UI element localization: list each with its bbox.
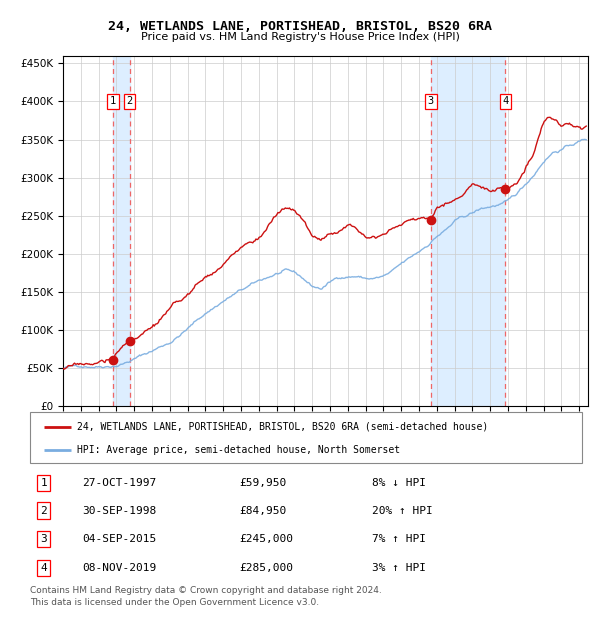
Text: £84,950: £84,950 — [240, 505, 287, 516]
Text: 3: 3 — [428, 97, 434, 107]
Text: Contains HM Land Registry data © Crown copyright and database right 2024.
This d: Contains HM Land Registry data © Crown c… — [30, 586, 382, 607]
Text: 20% ↑ HPI: 20% ↑ HPI — [372, 505, 433, 516]
Text: 4: 4 — [502, 97, 508, 107]
Text: 1: 1 — [40, 478, 47, 488]
Text: 2: 2 — [127, 97, 133, 107]
Text: 7% ↑ HPI: 7% ↑ HPI — [372, 534, 426, 544]
Text: £59,950: £59,950 — [240, 478, 287, 488]
Text: 4: 4 — [40, 563, 47, 573]
Text: 30-SEP-1998: 30-SEP-1998 — [82, 505, 157, 516]
Text: Price paid vs. HM Land Registry's House Price Index (HPI): Price paid vs. HM Land Registry's House … — [140, 32, 460, 42]
Text: 2: 2 — [40, 505, 47, 516]
Text: 04-SEP-2015: 04-SEP-2015 — [82, 534, 157, 544]
Text: 08-NOV-2019: 08-NOV-2019 — [82, 563, 157, 573]
Text: £285,000: £285,000 — [240, 563, 294, 573]
Text: 3% ↑ HPI: 3% ↑ HPI — [372, 563, 426, 573]
Text: 24, WETLANDS LANE, PORTISHEAD, BRISTOL, BS20 6RA: 24, WETLANDS LANE, PORTISHEAD, BRISTOL, … — [108, 20, 492, 33]
Text: 24, WETLANDS LANE, PORTISHEAD, BRISTOL, BS20 6RA (semi-detached house): 24, WETLANDS LANE, PORTISHEAD, BRISTOL, … — [77, 422, 488, 432]
Text: HPI: Average price, semi-detached house, North Somerset: HPI: Average price, semi-detached house,… — [77, 445, 400, 456]
Text: 27-OCT-1997: 27-OCT-1997 — [82, 478, 157, 488]
Text: £245,000: £245,000 — [240, 534, 294, 544]
Bar — [431, 56, 505, 406]
Text: 8% ↓ HPI: 8% ↓ HPI — [372, 478, 426, 488]
Bar — [113, 56, 130, 406]
Text: 1: 1 — [110, 97, 116, 107]
FancyBboxPatch shape — [30, 412, 582, 463]
Text: 3: 3 — [40, 534, 47, 544]
